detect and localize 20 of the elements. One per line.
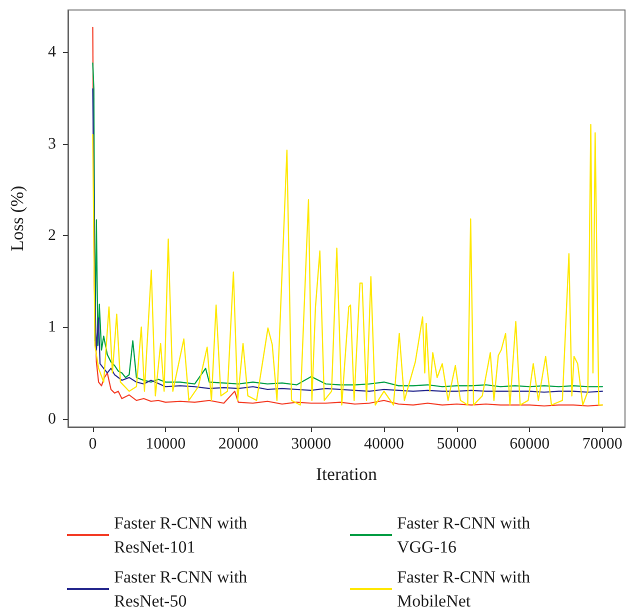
legend-label: Faster R-CNN with MobileNet: [397, 568, 534, 610]
x-tick-label: 50000: [436, 436, 477, 452]
legend-label: Faster R-CNN with ResNet-50: [114, 568, 252, 610]
y-tick-label: 3: [48, 135, 56, 152]
y-tick-label: 0: [48, 410, 56, 428]
y-tick-label: 1: [48, 318, 56, 336]
y-tick-label: 2: [48, 226, 56, 244]
legend-label: Faster R-CNN with ResNet-101: [114, 514, 252, 556]
legend-label: Faster R-CNN with VGG-16: [397, 514, 534, 556]
y-tick-label: 4: [48, 44, 56, 61]
x-tick-label: 20000: [218, 436, 258, 452]
y-axis-title: Loss (%): [7, 186, 27, 252]
x-tick-label: 0: [88, 436, 97, 452]
x-tick-label: 30000: [291, 436, 332, 452]
x-tick-label: 40000: [364, 436, 404, 452]
x-tick-label: 70000: [582, 436, 622, 452]
x-tick-label: 60000: [510, 436, 550, 452]
line-series: [92, 124, 604, 406]
x-tick-label: 10000: [146, 436, 186, 452]
x-axis-title: Iteration: [316, 464, 377, 484]
